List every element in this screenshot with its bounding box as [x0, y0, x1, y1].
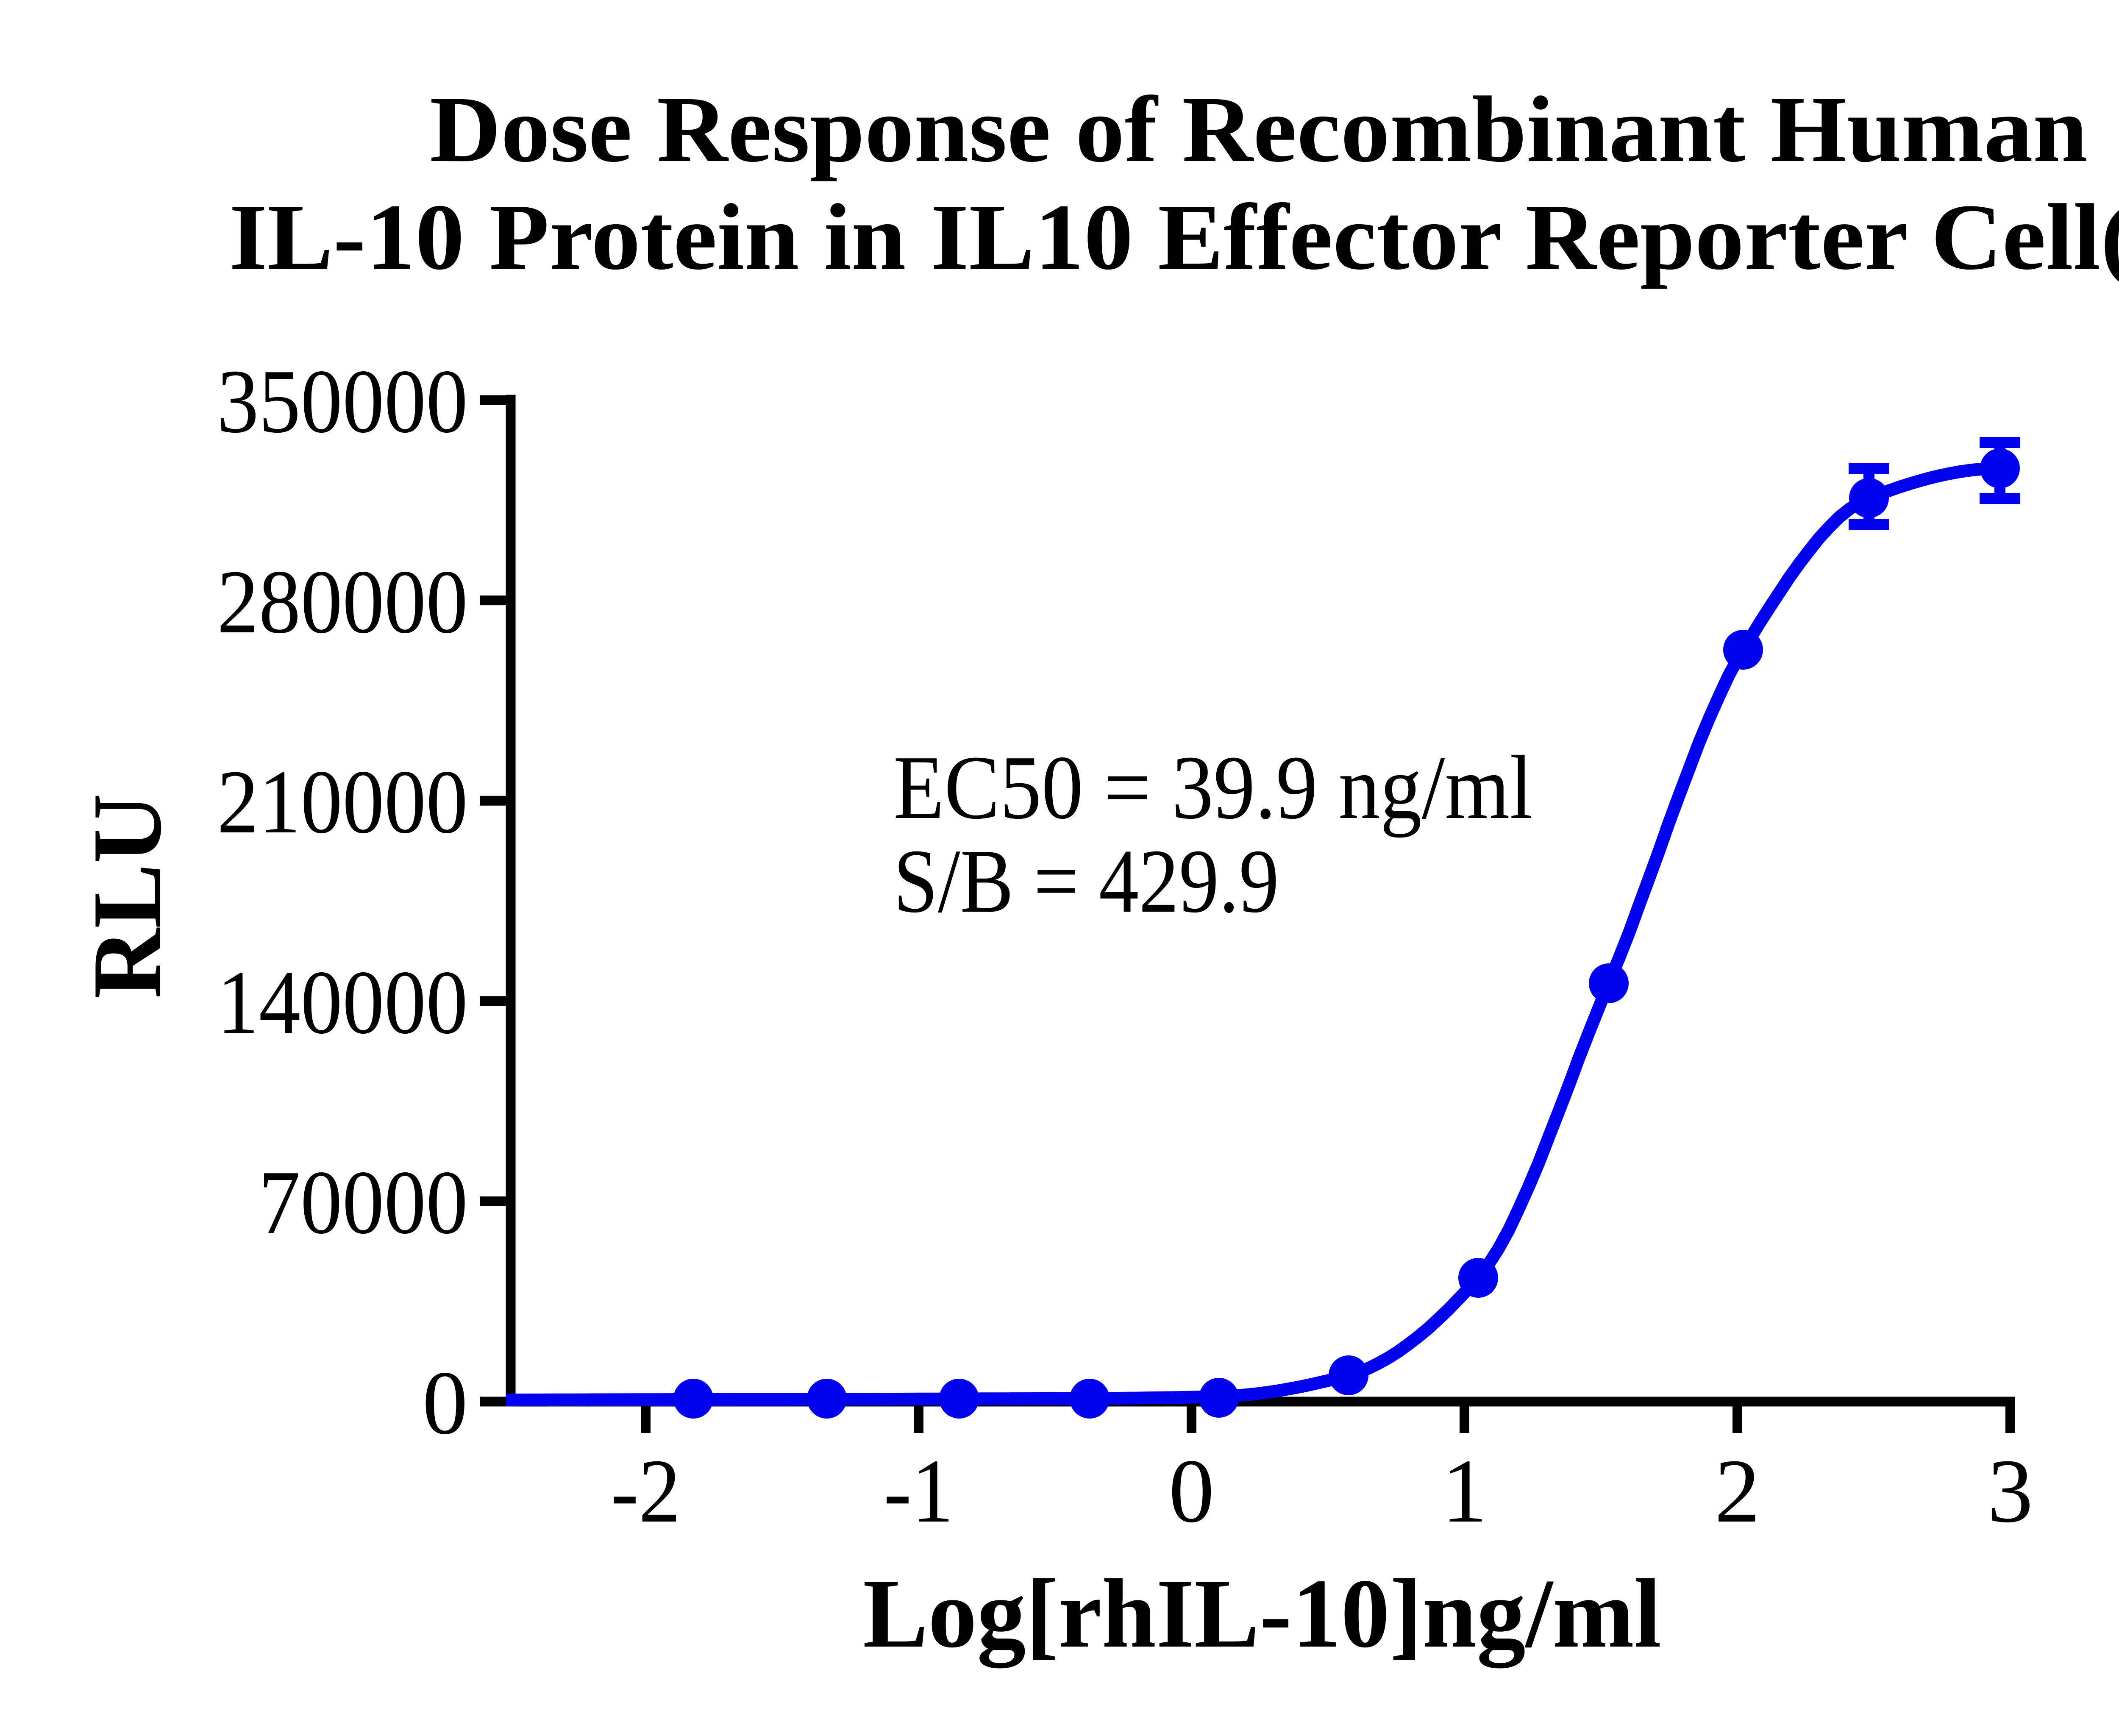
svg-text:Dose Response of Recombinant H: Dose Response of Recombinant Human	[430, 77, 2088, 182]
svg-text:-2: -2	[611, 1440, 681, 1541]
svg-text:IL-10 Protein in IL10 Effector: IL-10 Protein in IL10 Effector Reporter …	[229, 185, 2119, 289]
svg-text:280000: 280000	[217, 551, 468, 652]
svg-text:2: 2	[1715, 1440, 1760, 1541]
svg-text:70000: 70000	[259, 1152, 468, 1253]
svg-text:0: 0	[423, 1352, 468, 1453]
svg-text:1: 1	[1442, 1440, 1488, 1541]
svg-text:350000: 350000	[217, 351, 468, 452]
svg-text:3: 3	[1988, 1440, 2033, 1541]
svg-text:140000: 140000	[217, 951, 468, 1053]
svg-text:S/B = 429.9: S/B = 429.9	[893, 830, 1279, 932]
svg-text:EC50 = 39.9 ng/ml: EC50 = 39.9 ng/ml	[893, 737, 1533, 838]
svg-text:Log[rhIL-10]ng/ml: Log[rhIL-10]ng/ml	[863, 1559, 1661, 1669]
svg-text:-1: -1	[884, 1440, 954, 1541]
svg-text:RLU: RLU	[72, 793, 182, 999]
svg-text:0: 0	[1169, 1440, 1215, 1541]
svg-text:210000: 210000	[217, 751, 468, 852]
